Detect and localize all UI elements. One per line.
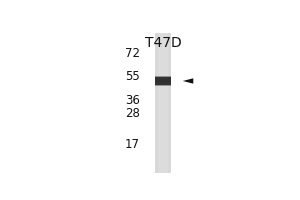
Text: 28: 28 (125, 107, 140, 120)
Bar (155, 81, 171, 86)
Text: 72: 72 (125, 47, 140, 60)
Text: 55: 55 (125, 70, 140, 83)
Text: 36: 36 (125, 95, 140, 108)
Text: T47D: T47D (145, 36, 182, 50)
Bar (155, 77, 171, 85)
Bar (155, 79, 171, 86)
Bar (155, 76, 171, 81)
Bar (155, 76, 171, 83)
Bar (158, 33, 168, 173)
Polygon shape (183, 78, 193, 84)
Bar (155, 33, 171, 173)
Bar (155, 77, 171, 85)
Text: 17: 17 (125, 138, 140, 151)
